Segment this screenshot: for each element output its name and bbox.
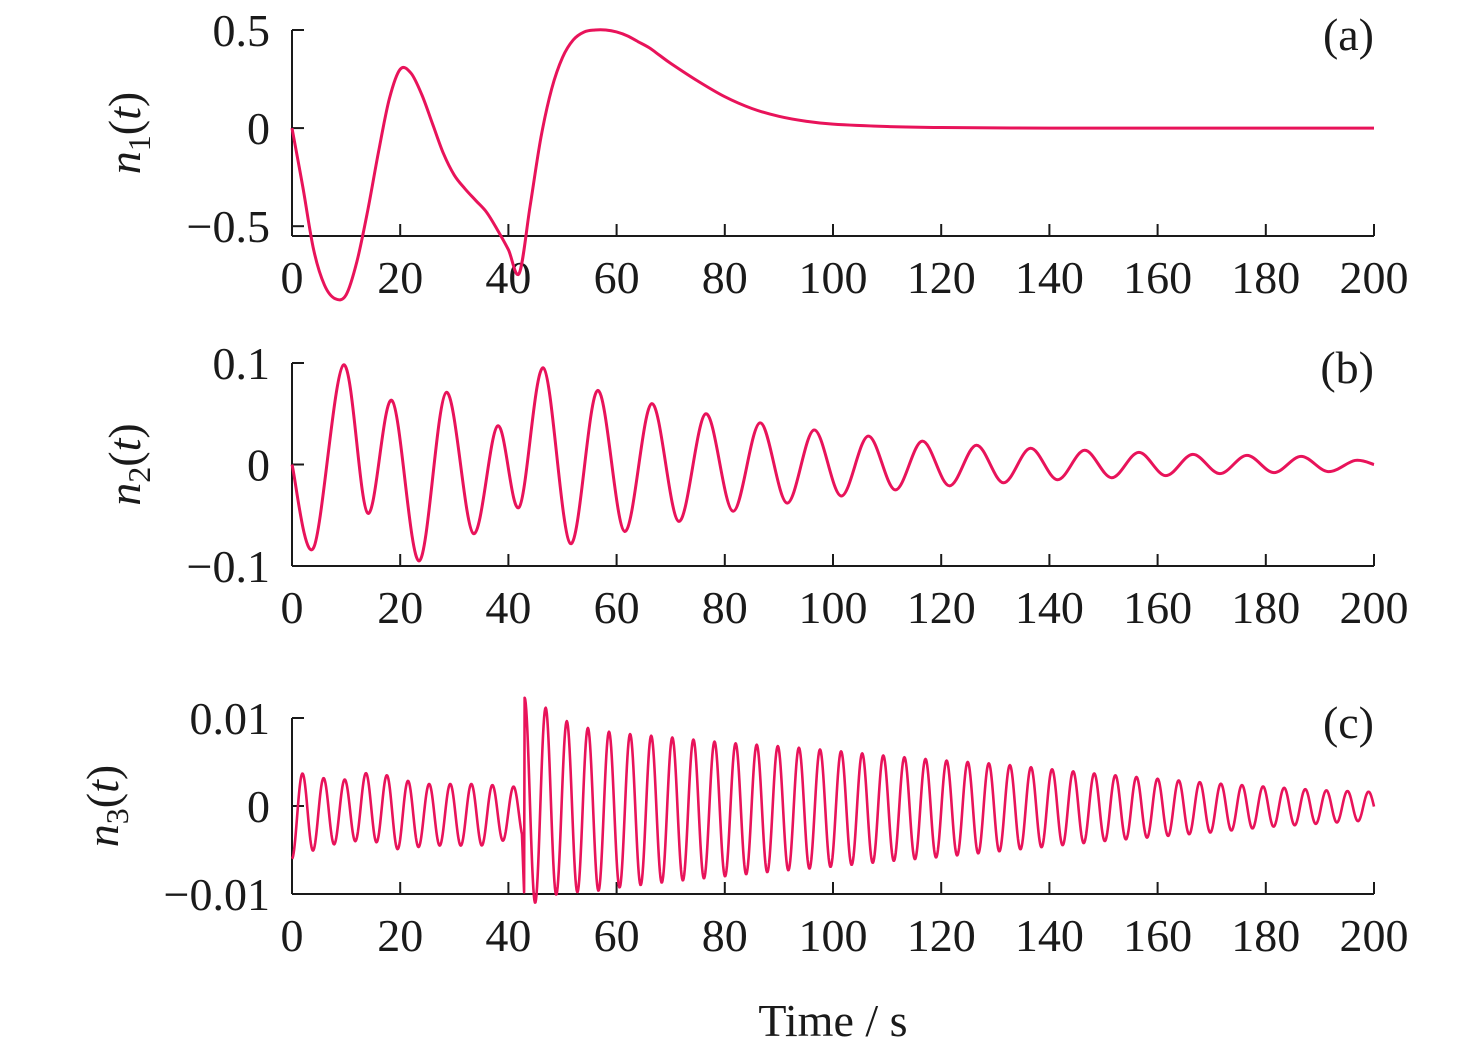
x-tick-label: 120 [907, 910, 976, 961]
x-tick-label: 40 [485, 582, 531, 633]
x-tick-label: 140 [1015, 582, 1084, 633]
panel-b: 0 20 40 60 80 100 120 140 160 180 2000.10−0.1(b)n2… [99, 338, 1409, 633]
panel-label: (a) [1323, 9, 1374, 60]
y-axis-label: n1(t) [99, 92, 157, 174]
y-axis-label: n3(t) [77, 765, 135, 847]
y-tick-label: 0 [247, 440, 270, 491]
x-tick-label: 60 [594, 582, 640, 633]
x-tick-label: 140 [1015, 910, 1084, 961]
x-tick-label: 60 [594, 252, 640, 303]
x-tick-label: 120 [907, 252, 976, 303]
panel-c: 0 20 40 60 80 100 120 140 160 180 2000.010−0.01(c)… [77, 693, 1409, 961]
x-tick-label: 160 [1123, 582, 1192, 633]
x-tick-label: 80 [702, 910, 748, 961]
x-tick-label: 160 [1123, 252, 1192, 303]
x-tick-label: 120 [907, 582, 976, 633]
x-tick-label: 0 [281, 582, 304, 633]
y-tick-label: −0.01 [164, 869, 270, 920]
x-tick-label: 0 [281, 910, 304, 961]
y-tick-label: 0.1 [213, 338, 271, 389]
x-tick-label: 40 [485, 252, 531, 303]
x-tick-label: 80 [702, 582, 748, 633]
x-tick-label: 60 [594, 910, 640, 961]
x-tick-label: 140 [1015, 252, 1084, 303]
x-tick-label: 200 [1340, 582, 1409, 633]
x-tick-label: 20 [377, 252, 423, 303]
x-tick-label: 160 [1123, 910, 1192, 961]
y-tick-label: 0.01 [190, 693, 271, 744]
x-tick-label: 200 [1340, 252, 1409, 303]
y-tick-label: 0 [247, 781, 270, 832]
panel-a: 0 20 40 60 80 100 120 140 160 180 2000.50−0.5(a)n1… [99, 5, 1409, 303]
x-tick-label: 100 [799, 252, 868, 303]
x-tick-label: 180 [1231, 910, 1300, 961]
x-tick-label: 200 [1340, 910, 1409, 961]
panel-label: (b) [1320, 342, 1374, 393]
y-tick-label: 0.5 [213, 5, 271, 56]
x-tick-label: 80 [702, 252, 748, 303]
y-tick-label: −0.1 [187, 541, 270, 592]
series-line [290, 696, 1376, 904]
series-line [290, 363, 1375, 563]
x-tick-label: 20 [377, 910, 423, 961]
x-tick-label: 180 [1231, 582, 1300, 633]
x-tick-label: 20 [377, 582, 423, 633]
x-tick-label: 100 [799, 582, 868, 633]
x-axis-label: Time / s [758, 995, 907, 1046]
series-line [290, 28, 1374, 302]
y-tick-label: −0.5 [187, 201, 270, 252]
x-tick-label: 100 [799, 910, 868, 961]
x-tick-label: 40 [485, 910, 531, 961]
x-tick-label: 180 [1231, 252, 1300, 303]
panel-label: (c) [1323, 697, 1374, 748]
y-axis-label: n2(t) [99, 423, 157, 505]
x-tick-label: 0 [281, 252, 304, 303]
y-tick-label: 0 [247, 103, 270, 154]
